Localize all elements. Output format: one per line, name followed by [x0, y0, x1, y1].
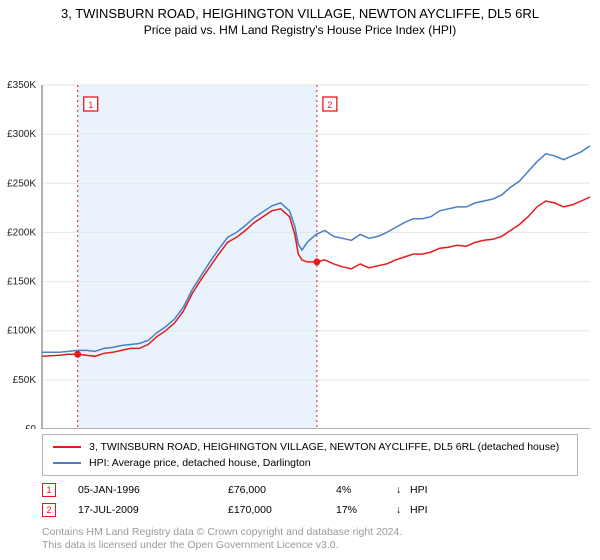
title-subtitle: Price paid vs. HM Land Registry's House …: [10, 23, 590, 37]
svg-text:£150K: £150K: [7, 277, 36, 288]
sale-marker-icon: 1: [42, 483, 56, 497]
sale-events: 1 05-JAN-1996£76,0004%↓HPI 2 17-JUL-2009£17…: [42, 480, 428, 520]
footer: Contains HM Land Registry data © Crown c…: [42, 526, 402, 552]
footer-line1: Contains HM Land Registry data © Crown c…: [42, 526, 402, 539]
sale-price: £170,000: [228, 504, 336, 516]
svg-text:£250K: £250K: [7, 178, 36, 189]
sale-hpi-label: HPI: [410, 504, 428, 516]
sale-date: 17-JUL-2009: [78, 504, 228, 516]
legend-label-property: 3, TWINSBURN ROAD, HEIGHINGTON VILLAGE, …: [89, 439, 559, 455]
legend-swatch-hpi: [53, 462, 81, 464]
price-chart: £0£50K£100K£150K£200K£250K£300K£350K1994…: [0, 39, 600, 429]
down-arrow-icon: ↓: [396, 504, 410, 516]
legend-row-property: 3, TWINSBURN ROAD, HEIGHINGTON VILLAGE, …: [51, 439, 569, 455]
sale-pct: 4%: [336, 484, 396, 496]
legend-row-hpi: HPI: Average price, detached house, Darl…: [51, 455, 569, 471]
sale-date: 05-JAN-1996: [78, 484, 228, 496]
footer-line2: This data is licensed under the Open Gov…: [42, 539, 402, 552]
svg-text:£100K: £100K: [7, 326, 36, 337]
legend: 3, TWINSBURN ROAD, HEIGHINGTON VILLAGE, …: [42, 434, 578, 476]
sale-price: £76,000: [228, 484, 336, 496]
svg-text:£50K: £50K: [13, 375, 37, 386]
sale-marker-icon: 2: [42, 503, 56, 517]
svg-text:1: 1: [88, 100, 93, 110]
sale-pct: 17%: [336, 504, 396, 516]
title-address: 3, TWINSBURN ROAD, HEIGHINGTON VILLAGE, …: [10, 6, 590, 21]
legend-label-hpi: HPI: Average price, detached house, Darl…: [89, 455, 311, 471]
legend-swatch-property: [53, 446, 81, 448]
svg-text:2: 2: [327, 100, 332, 110]
sale-row: 2 17-JUL-2009£170,00017%↓HPI: [42, 500, 428, 520]
sale-row: 1 05-JAN-1996£76,0004%↓HPI: [42, 480, 428, 500]
sale-hpi-label: HPI: [410, 484, 428, 496]
svg-text:£350K: £350K: [7, 80, 36, 91]
svg-text:£200K: £200K: [7, 227, 36, 238]
down-arrow-icon: ↓: [396, 484, 410, 496]
svg-text:£300K: £300K: [7, 129, 36, 140]
svg-text:£0: £0: [25, 424, 37, 429]
